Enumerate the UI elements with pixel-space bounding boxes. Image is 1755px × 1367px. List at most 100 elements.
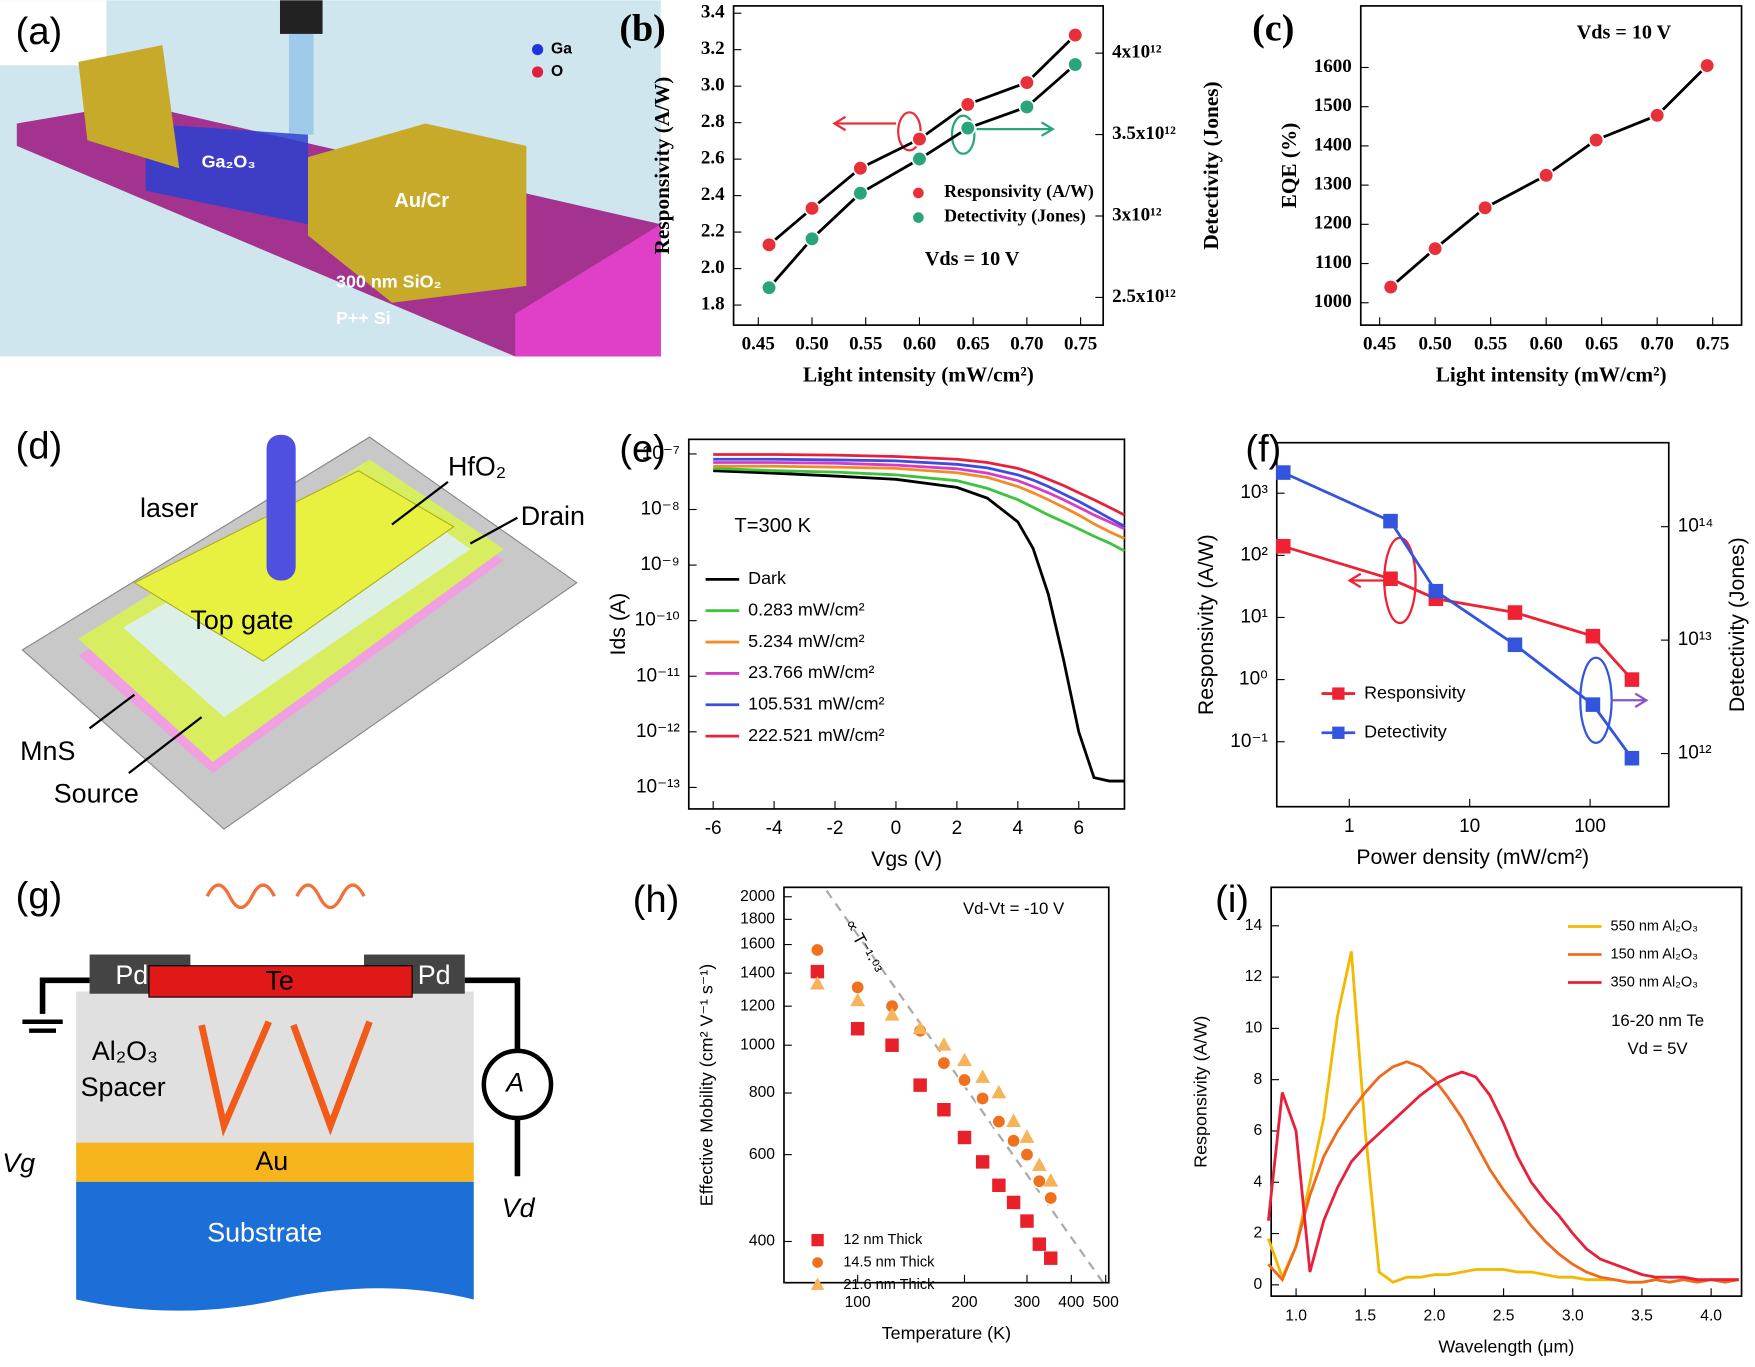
y-tick-label: 1000 bbox=[740, 1036, 775, 1053]
wire bbox=[464, 977, 521, 1177]
y-tick-label: 2000 bbox=[740, 888, 775, 905]
marker bbox=[1018, 98, 1036, 116]
chart: (f) 1 10 100 10⁻¹ 10⁰ 10¹ 10² 10³ 10¹² 10¹³ 10¹⁴ Pow… bbox=[1194, 429, 1749, 869]
marker bbox=[959, 119, 976, 137]
marker bbox=[809, 976, 825, 990]
legend-label: 350 nm Al₂O₃ bbox=[1611, 974, 1699, 990]
panel-label: (g) bbox=[16, 876, 63, 918]
ammeter bbox=[481, 1048, 554, 1121]
marker bbox=[1043, 1173, 1059, 1187]
series-line bbox=[1267, 1060, 1740, 1284]
series-line bbox=[713, 461, 1126, 531]
x-tick-label: 0.65 bbox=[1585, 334, 1618, 355]
marker bbox=[1067, 56, 1084, 73]
light-path bbox=[198, 1020, 373, 1137]
layer-label: P++ Si bbox=[336, 308, 391, 328]
pointer bbox=[88, 693, 136, 730]
ground bbox=[22, 1019, 63, 1033]
chart: (i) 1.0 1.5 2.0 2.5 3.0 3.5 4.0 0 2 4 6 8 10 12 14 Wavel… bbox=[1190, 879, 1743, 1356]
legend-label: Responsivity bbox=[1364, 682, 1466, 702]
diagram-d: (d) laser HfO₂ Drain Top gate MnS Source bbox=[16, 425, 585, 830]
layer-label: Al₂O₃ bbox=[92, 1036, 158, 1066]
arrow bbox=[976, 121, 1055, 137]
marker bbox=[1019, 1129, 1035, 1143]
x-tick-label: 0.75 bbox=[1696, 334, 1729, 355]
annotation: Vd = 5V bbox=[1627, 1039, 1688, 1058]
y-axis-label: Responsivity (A/W) bbox=[1194, 534, 1218, 715]
y-tick-label: 10 bbox=[1245, 1020, 1263, 1037]
electrode-label: Pd bbox=[115, 960, 148, 990]
electrode-right bbox=[307, 123, 527, 303]
marker bbox=[852, 160, 869, 177]
legend-o bbox=[531, 66, 544, 78]
annotation: ∝ T⁻¹·⁰³ bbox=[841, 916, 886, 977]
marker bbox=[1031, 1173, 1047, 1189]
y-tick-label: 10⁻¹ bbox=[1230, 731, 1268, 752]
legend-label: 550 nm Al₂O₃ bbox=[1611, 918, 1699, 934]
x-tick-label: 500 bbox=[1093, 1294, 1119, 1311]
y-tick-label: 10² bbox=[1240, 544, 1267, 565]
y-tick-label: 1600 bbox=[740, 936, 775, 953]
marker bbox=[803, 230, 821, 247]
panel-label: (i) bbox=[1215, 879, 1249, 921]
material-label: Au/Cr bbox=[394, 190, 449, 212]
voltage-label: Vd bbox=[502, 1193, 536, 1223]
y2-tick-label: 3.5x10¹² bbox=[1112, 123, 1176, 144]
y2-tick-label: 2.5x10¹² bbox=[1112, 286, 1176, 307]
y2-tick-label: 10¹³ bbox=[1678, 629, 1712, 650]
y-tick-label: 2.2 bbox=[701, 220, 725, 241]
x-axis-label: Vgs (V) bbox=[871, 847, 942, 871]
marker bbox=[1006, 1133, 1022, 1149]
chart: (e) -6 -4 -2 0 2 4 6 10⁻¹³ 10⁻¹² 10⁻¹¹ 10⁻¹⁰ 10⁻⁹ 10⁻… bbox=[606, 429, 1126, 871]
y-tick-label: 400 bbox=[749, 1233, 775, 1250]
spacer bbox=[76, 991, 474, 1149]
layer-label: Te bbox=[265, 966, 293, 996]
y-axis-label: Effective Mobility (cm² V⁻¹ s⁻¹) bbox=[697, 964, 717, 1206]
marker bbox=[1383, 571, 1398, 587]
x-tick-label: 4.0 bbox=[1700, 1307, 1722, 1324]
x-tick-label: 2.0 bbox=[1424, 1307, 1446, 1324]
y-tick-label: 3.4 bbox=[701, 2, 725, 23]
y2-axis-label: Detectivity (Jones) bbox=[1199, 81, 1223, 249]
au-layer bbox=[76, 1142, 474, 1182]
series-line bbox=[768, 63, 1077, 289]
x-tick-label: 300 bbox=[1014, 1294, 1040, 1311]
marker bbox=[809, 942, 825, 958]
objective bbox=[279, 0, 323, 34]
voltage-label: Vg bbox=[2, 1148, 35, 1178]
y-tick-label: 1100 bbox=[1315, 252, 1352, 273]
x-tick-label: 400 bbox=[1058, 1294, 1084, 1311]
marker bbox=[936, 1055, 952, 1071]
x-axis-label: Temperature (K) bbox=[882, 1323, 1011, 1343]
x-tick-label: 100 bbox=[1574, 816, 1606, 837]
marker bbox=[760, 279, 778, 296]
chart: (b) 0.45 0.50 0.55 0.60 0.65 0.70 0.75 1.8 2.0 2.2… bbox=[619, 2, 1222, 387]
annotation: Vd-Vt = -10 V bbox=[963, 899, 1065, 918]
marker bbox=[850, 1022, 865, 1036]
y-tick-label: 800 bbox=[749, 1084, 775, 1101]
pointer bbox=[469, 516, 518, 545]
x-tick-label: 0.45 bbox=[1363, 334, 1396, 355]
panel-label: (d) bbox=[16, 425, 63, 467]
layer-label: Au bbox=[255, 1146, 288, 1176]
y-axis-label: Responsivity (A/W) bbox=[1190, 1016, 1210, 1168]
legend-label: 222.521 mW/cm² bbox=[748, 725, 884, 745]
x-tick-label: 0.50 bbox=[795, 334, 828, 355]
y-tick-label: 2 bbox=[1253, 1225, 1262, 1242]
legend-label: 23.766 mW/cm² bbox=[748, 662, 874, 682]
marker bbox=[803, 200, 821, 217]
y-tick-label: 4 bbox=[1253, 1173, 1262, 1190]
marker bbox=[991, 1084, 1007, 1099]
legend-label: 150 nm Al₂O₃ bbox=[1611, 946, 1699, 962]
light-wave bbox=[205, 883, 366, 910]
layer-label: MnS bbox=[20, 736, 75, 766]
legend-label: Detectivity (Jones) bbox=[944, 206, 1086, 227]
marker bbox=[912, 1020, 928, 1035]
y-tick-label: 3.2 bbox=[701, 38, 725, 59]
drain-label: Drain bbox=[521, 501, 585, 531]
marker bbox=[959, 96, 976, 113]
ammeter-label: A bbox=[504, 1068, 524, 1098]
y2-tick-label: 4x10¹² bbox=[1112, 42, 1162, 63]
series-line bbox=[713, 457, 1126, 528]
marker bbox=[1018, 74, 1036, 91]
